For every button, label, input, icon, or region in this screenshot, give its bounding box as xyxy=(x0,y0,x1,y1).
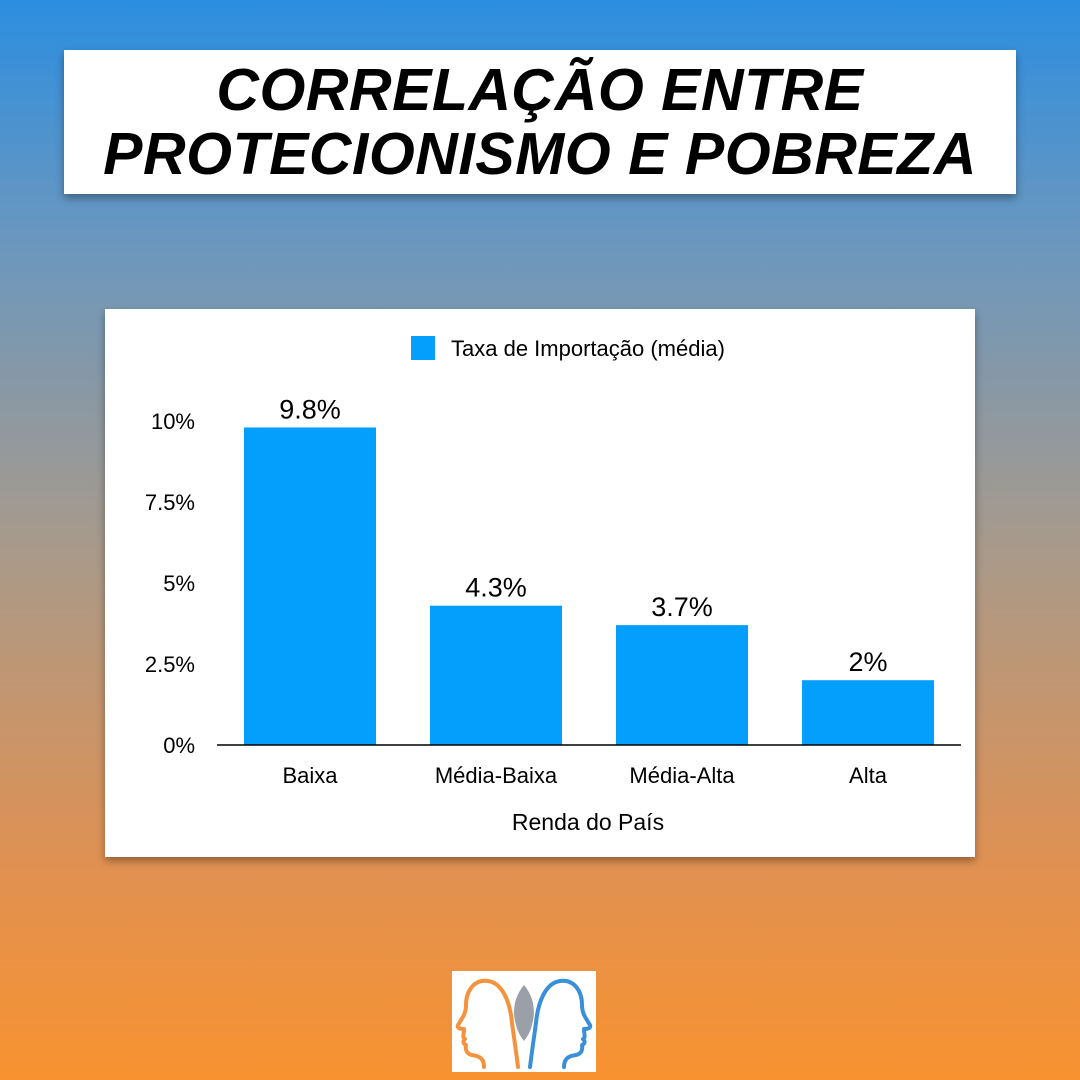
bar-baixa xyxy=(244,427,376,745)
bar-média-alta xyxy=(616,625,748,745)
chart-panel: Taxa de Importação (média) 0% 2.5% 5% 7.5% 1… xyxy=(105,309,975,857)
y-tick-label: 0% xyxy=(163,733,195,758)
x-tick-label: Média-Alta xyxy=(629,763,735,788)
bar-data-label: 3.7% xyxy=(651,592,713,622)
y-axis-ticks: 0% 2.5% 5% 7.5% 10% xyxy=(145,409,195,758)
bar-data-label: 4.3% xyxy=(465,573,527,603)
title-line-1: CORRELAÇÃO ENTRE xyxy=(216,57,864,123)
title-line-2: PROTECIONISMO E POBREZA xyxy=(103,121,977,187)
bar-alta xyxy=(802,680,934,745)
y-tick-label: 5% xyxy=(163,571,195,596)
bar-data-label: 2% xyxy=(848,647,887,677)
y-tick-label: 10% xyxy=(151,409,195,434)
y-tick-label: 7.5% xyxy=(145,490,195,515)
bar-chart: Taxa de Importação (média) 0% 2.5% 5% 7.5% 1… xyxy=(145,336,961,835)
bar-data-labels: 9.8% 4.3% 3.7% 2% xyxy=(279,394,887,677)
x-axis-title: Renda do País xyxy=(512,809,664,835)
brand-logo xyxy=(452,971,596,1072)
x-axis-ticks: Baixa Média-Baixa Média-Alta Alta xyxy=(282,763,887,788)
x-tick-label: Alta xyxy=(849,763,888,788)
title-banner: CORRELAÇÃO ENTRE PROTECIONISMO E POBREZA xyxy=(64,50,1016,194)
legend-label: Taxa de Importação (média) xyxy=(451,336,725,361)
bar-média-baixa xyxy=(430,605,562,745)
y-tick-label: 2.5% xyxy=(145,652,195,677)
x-tick-label: Baixa xyxy=(282,763,338,788)
legend: Taxa de Importação (média) xyxy=(411,336,725,361)
legend-swatch xyxy=(411,336,435,360)
x-tick-label: Média-Baixa xyxy=(435,763,558,788)
bar-data-label: 9.8% xyxy=(279,394,341,424)
bars xyxy=(244,427,934,745)
two-heads-profile-logo-icon xyxy=(455,978,593,1069)
